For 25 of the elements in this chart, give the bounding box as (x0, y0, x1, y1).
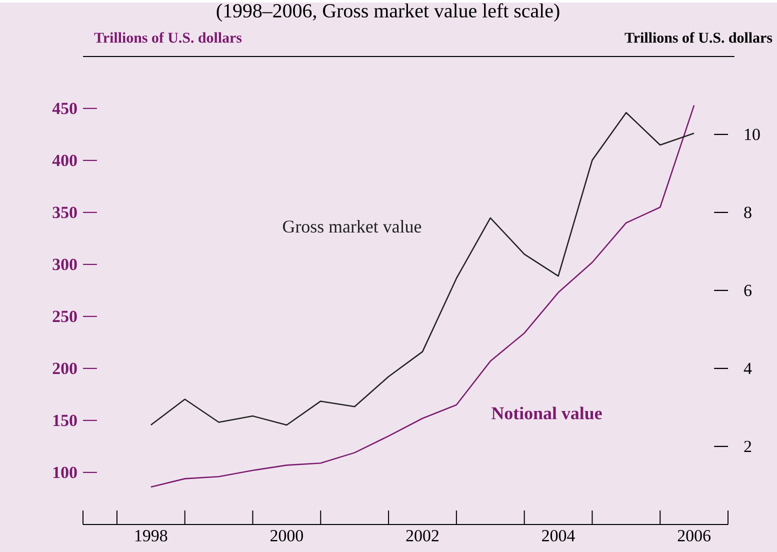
y2-tick-label: 10 (745, 128, 760, 140)
y-tick-label: 200 (52, 362, 77, 374)
y-tick-label: 400 (52, 154, 77, 166)
line-series (150, 104, 695, 488)
x-tick-label: 2000 (270, 530, 303, 542)
y-tick-label: 450 (52, 102, 77, 114)
y2-tick-label: 6 (744, 284, 752, 296)
y2-tick-label: 4 (744, 362, 752, 374)
y-tick-label: 350 (52, 206, 77, 218)
y2-tick-label: 2 (744, 440, 752, 452)
y2-tick-label: 8 (744, 206, 752, 218)
x-tick-label: 1998 (135, 530, 168, 542)
x-tick-label: 2002 (406, 530, 438, 542)
chart-title: (1998–2006, Gross market value left scale) (216, 3, 560, 22)
series-label: Notional value (492, 406, 602, 420)
y2-axis-title: Trillions of U.S. dollars (624, 32, 772, 43)
y-tick-label: 300 (52, 258, 77, 270)
x-tick-label: 2004 (542, 530, 575, 542)
line-series (150, 112, 695, 426)
y-tick-label: 250 (52, 310, 77, 322)
x-tick-label: 2006 (678, 530, 710, 542)
text: Gross market value (282, 220, 422, 232)
y-axis-title: Trillions of U.S. dollars (94, 32, 242, 43)
y-tick-label: 100 (53, 466, 77, 478)
y-tick-label: 150 (53, 414, 77, 426)
